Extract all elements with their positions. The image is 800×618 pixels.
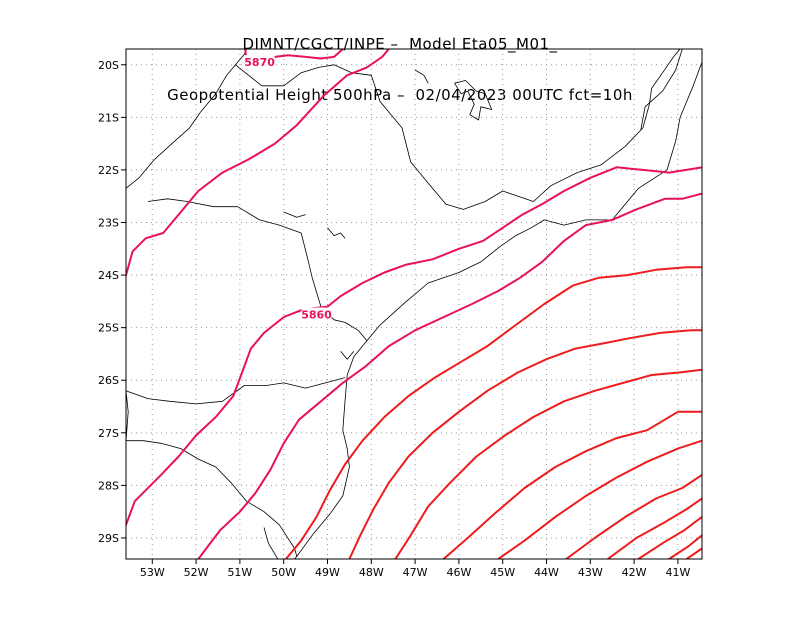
tick-label-lat: 28S — [98, 479, 119, 492]
geopotential-contours — [126, 49, 702, 559]
tick-label-lon: 41W — [665, 566, 690, 579]
contour-5825 — [565, 473, 702, 559]
tick-label-lon: 45W — [490, 566, 515, 579]
tick-label-lon: 51W — [227, 566, 252, 579]
tick-label-lat: 29S — [98, 532, 119, 545]
tick-label-lon: 43W — [578, 566, 603, 579]
boundary-lake-furnas — [454, 80, 493, 121]
tick-label-lon: 46W — [446, 566, 471, 579]
contour-5830 — [497, 439, 702, 559]
boundary-border-rs-santacatarina — [126, 440, 298, 557]
tick-label-lon: 52W — [184, 566, 209, 579]
contour-labels: 5870 5860 — [244, 55, 332, 322]
boundary-reservoir-paranapanema — [283, 211, 306, 218]
tick-label-lat: 26S — [98, 374, 119, 387]
boundary-border-minas-espiritosanto — [640, 49, 683, 131]
tick-label-lat: 20S — [98, 59, 119, 72]
tick-label-lat: 25S — [98, 322, 119, 335]
title-line-2: Geopotential Height 500hPa – 02/04/2023 … — [167, 86, 633, 104]
contour-5835 — [442, 410, 702, 559]
boundary-border-saopaulo-minas — [235, 49, 681, 210]
tick-label-lon: 53W — [140, 566, 165, 579]
contour-5820 — [606, 497, 702, 559]
contour-5865 — [126, 49, 390, 277]
contour-5840 — [394, 368, 702, 559]
map-frame — [125, 48, 703, 560]
grid-lines — [126, 49, 702, 559]
contour-5860 — [126, 166, 702, 526]
boundary-border-argentina — [126, 390, 129, 441]
tick-label-lon: 47W — [403, 566, 428, 579]
title-line-1: DIMNT/CGCT/INPE – Model Eta05_M01_ — [242, 35, 558, 53]
contour-5845 — [348, 329, 702, 559]
boundary-border-parana-saopaulo — [147, 198, 368, 342]
boundary-reservoir-jurumirim — [327, 227, 346, 239]
contour-label-bg — [301, 307, 332, 320]
contour-5850 — [284, 266, 702, 559]
contour-label-5870: 5870 — [244, 56, 275, 69]
tick-label-lat: 27S — [98, 427, 119, 440]
contour-5815 — [637, 515, 702, 559]
tick-label-lon: 42W — [622, 566, 647, 579]
boundary-lagoon-patos — [263, 527, 279, 559]
political-boundaries — [126, 49, 702, 559]
tick-label-lat: 22S — [98, 164, 119, 177]
boundary-lake-tres-marias — [414, 69, 429, 84]
boundary-coastline — [294, 61, 702, 559]
contour-5805 — [685, 547, 702, 559]
contour-5810 — [668, 534, 702, 559]
boundary-border-ms-saopaulo — [126, 111, 201, 189]
boundary-bay-paranagua — [340, 351, 355, 360]
contour-label-bg — [244, 55, 275, 68]
contour-label-5860: 5860 — [301, 309, 332, 322]
contour-5855 — [197, 192, 702, 559]
boundary-border-goias-minas — [200, 49, 247, 113]
tick-label-lat: 21S — [98, 111, 119, 124]
tick-label-lon: 44W — [534, 566, 559, 579]
axis-ticks: 53W 52W 51W 50W 49W 48W 47W 46W 45W 44W 43W 42W 41W 2… — [98, 59, 690, 579]
tick-label-lon: 49W — [315, 566, 340, 579]
chart-title: DIMNT/CGCT/INPE – Model Eta05_M01_ Geopo… — [0, 2, 800, 121]
tick-label-lat: 24S — [98, 269, 119, 282]
tick-label-lat: 23S — [98, 217, 119, 230]
boundary-border-santacatarina-parana — [126, 377, 346, 405]
tick-label-lon: 48W — [359, 566, 384, 579]
tick-label-lon: 50W — [271, 566, 296, 579]
